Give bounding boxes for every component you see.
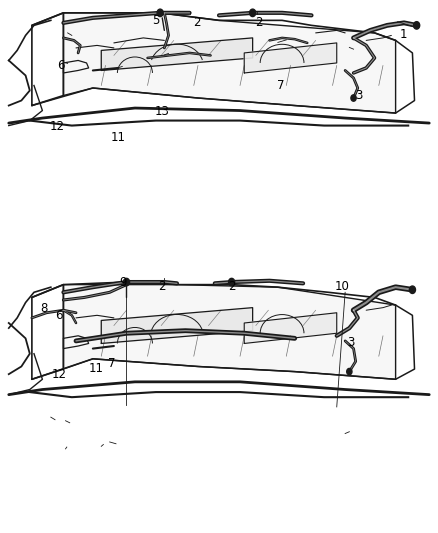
Circle shape: [351, 95, 356, 101]
Text: 2: 2: [228, 280, 236, 293]
Text: 8: 8: [40, 302, 47, 314]
Text: 12: 12: [49, 120, 64, 133]
Polygon shape: [101, 38, 253, 70]
Circle shape: [413, 22, 420, 29]
Text: 2: 2: [193, 16, 201, 29]
Text: 2: 2: [254, 16, 262, 29]
Text: 11: 11: [89, 362, 104, 375]
Circle shape: [124, 278, 130, 286]
Polygon shape: [64, 285, 396, 379]
Polygon shape: [101, 308, 253, 343]
Circle shape: [250, 9, 256, 17]
Polygon shape: [64, 13, 396, 113]
Text: 13: 13: [155, 106, 170, 118]
Circle shape: [347, 368, 352, 375]
Text: 3: 3: [356, 90, 363, 102]
Text: 3: 3: [347, 336, 354, 349]
Circle shape: [410, 286, 416, 294]
Text: 7: 7: [276, 79, 284, 92]
Text: 11: 11: [111, 131, 126, 144]
Text: 12: 12: [52, 368, 67, 381]
Text: 5: 5: [152, 14, 159, 27]
Text: 7: 7: [108, 357, 116, 370]
Text: 2: 2: [158, 280, 166, 293]
Text: 6: 6: [55, 309, 63, 322]
Circle shape: [229, 278, 235, 286]
Text: 6: 6: [57, 59, 65, 71]
Text: 9: 9: [119, 276, 127, 289]
Polygon shape: [244, 43, 337, 73]
Circle shape: [157, 9, 163, 17]
Text: 1: 1: [399, 28, 407, 41]
Polygon shape: [244, 313, 337, 343]
Text: 10: 10: [334, 280, 349, 293]
